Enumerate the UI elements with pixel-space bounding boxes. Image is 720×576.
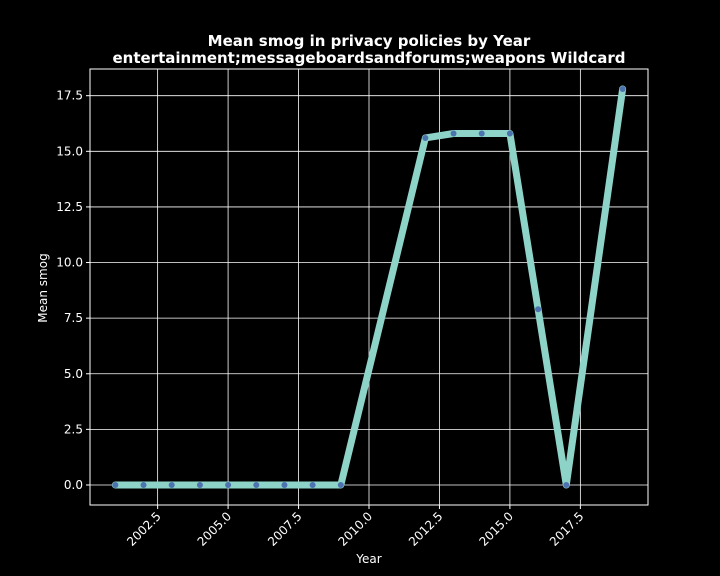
data-point [253,481,260,488]
y-tick-label: 17.5 [56,89,83,103]
x-tick-label: 2010.0 [336,509,376,549]
y-tick-label: 15.0 [56,144,83,158]
data-point [196,481,203,488]
data-point [450,130,457,137]
series-layer [111,85,627,489]
x-tick-label: 2012.5 [406,509,446,549]
data-point [563,481,570,488]
y-tick-label: 12.5 [56,200,83,214]
x-tick-label: 2017.5 [547,509,587,549]
y-tick-label: 2.5 [64,422,83,436]
x-tick-label: 2007.5 [265,509,305,549]
data-point [422,134,429,141]
x-tick-label: 2015.0 [476,509,516,549]
x-tick-label: 2005.0 [195,509,235,549]
data-point [281,481,288,488]
y-tick-label: 10.0 [56,256,83,270]
data-point [506,130,513,137]
data-point [478,130,485,137]
chart-title-line2: entertainment;messageboardsandforums;wea… [112,49,625,67]
tick-layer: 2002.5 2005.0 2007.5 2010.0 2012.5 2015.0 2017… [56,89,586,549]
data-point [112,481,119,488]
x-axis-label: Year [355,552,381,566]
data-point [535,306,542,313]
x-tick-label: 2002.5 [124,509,164,549]
y-axis-label: Mean smog [36,253,50,322]
grid-layer [90,69,648,505]
data-point [140,481,147,488]
series-line [111,85,627,489]
y-tick-label: 0.0 [64,478,83,492]
chart-title-line1: Mean smog in privacy policies by Year [208,32,531,50]
data-point [225,481,232,488]
data-point [168,481,175,488]
data-point [619,86,626,93]
data-point [309,481,316,488]
data-point [337,481,344,488]
y-tick-label: 7.5 [64,311,83,325]
y-tick-label: 5.0 [64,367,83,381]
